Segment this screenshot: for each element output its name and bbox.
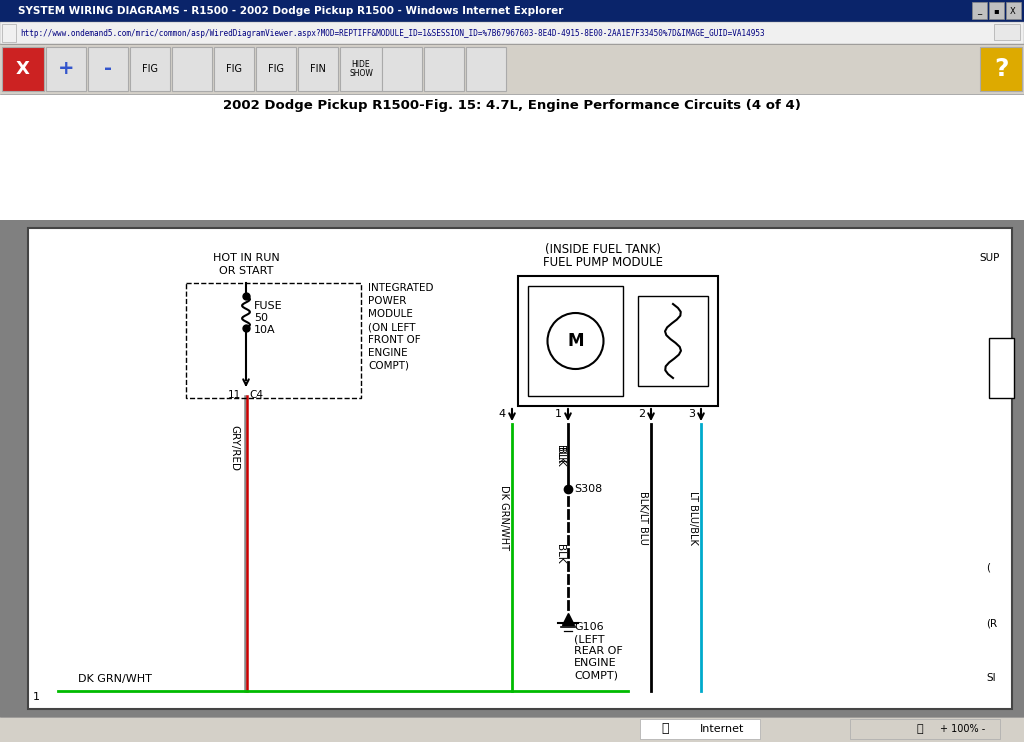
Text: (R: (R [986,618,997,628]
Bar [298,47,338,91]
Text: HOT IN RUN: HOT IN RUN [213,253,280,263]
Text: FUSE: FUSE [254,301,283,311]
Text: (INSIDE FUEL TANK): (INSIDE FUEL TANK) [545,243,660,257]
Bar [88,47,128,91]
Text: 11: 11 [227,390,241,400]
Text: http://www.ondemand5.com/mric/common/asp/WiredDiagramViewer.aspx?MOD=REPTIFF&MOD: http://www.ondemand5.com/mric/common/asp… [20,28,765,38]
Text: GRY/RED: GRY/RED [229,425,239,471]
Text: BLK: BLK [555,444,565,463]
Bar [0,119,1024,220]
Bar [0,717,1024,742]
Bar [466,47,506,91]
Text: +: + [57,59,75,79]
Bar [640,719,760,739]
Text: FIN: FIN [310,64,326,74]
Text: 🌐: 🌐 [662,723,669,735]
Text: 10A: 10A [254,325,275,335]
Bar [850,719,1000,739]
Bar [989,2,1004,19]
Text: FRONT OF: FRONT OF [368,335,421,345]
Text: (ON LEFT: (ON LEFT [368,322,416,332]
Text: S308: S308 [574,484,602,494]
Text: ENGINE: ENGINE [368,348,408,358]
Bar [528,286,623,396]
Text: OR START: OR START [219,266,273,276]
Text: D: D [986,728,994,738]
Bar [2,47,44,91]
Bar [0,94,1024,119]
Text: DK GRN/WHT: DK GRN/WHT [499,485,509,550]
Bar [214,47,254,91]
Text: _: _ [977,7,981,16]
Bar [382,47,422,91]
Text: COMPT): COMPT) [574,670,618,680]
Text: 4: 4 [499,409,506,419]
Bar [256,47,296,91]
Text: 🔍: 🔍 [916,724,924,734]
Text: DK GRN/WHT: DK GRN/WHT [78,674,152,684]
Text: 2002 Dodge Pickup R1500-Fig. 15: 4.7L, Engine Performance Circuits (4 of 4): 2002 Dodge Pickup R1500-Fig. 15: 4.7L, E… [223,99,801,113]
Text: FIG: FIG [142,64,158,74]
Text: Internet: Internet [700,724,744,734]
Text: SUP: SUP [979,253,999,263]
Text: C4: C4 [249,390,263,400]
Text: FIG: FIG [268,64,284,74]
Text: 1: 1 [33,692,40,702]
Text: M: M [567,332,584,350]
Bar [130,47,170,91]
Text: 2: 2 [638,409,645,419]
Bar [0,22,1024,44]
Bar [340,47,382,91]
Text: BLK: BLK [555,447,565,466]
Bar [28,228,1012,709]
Text: SI: SI [986,673,995,683]
Bar [638,296,708,386]
Text: (: ( [986,563,990,573]
Text: BLK/LT BLU: BLK/LT BLU [638,490,648,545]
Bar [0,44,1024,94]
Text: X: X [1010,7,1016,16]
Text: FIG: FIG [226,64,242,74]
Text: -: - [104,59,112,79]
Text: (LEFT: (LEFT [574,634,604,644]
Text: ?: ? [993,57,1009,81]
Text: POWER: POWER [368,296,407,306]
Bar [2,24,16,42]
Text: REAR OF: REAR OF [574,646,623,656]
Text: 50: 50 [254,313,268,323]
Bar [518,276,718,406]
Bar [46,47,86,91]
Text: COMPT): COMPT) [368,361,409,371]
Text: ENGINE: ENGINE [574,658,616,668]
Text: G106: G106 [574,622,603,632]
Text: SYSTEM WIRING DIAGRAMS - R1500 - 2002 Dodge Pickup R1500 - Windows Internet Expl: SYSTEM WIRING DIAGRAMS - R1500 - 2002 Do… [18,6,563,16]
Bar [424,47,464,91]
Text: HIDE
SHOW: HIDE SHOW [349,59,373,79]
Bar [0,0,1024,22]
Text: X: X [16,60,30,78]
Bar [972,2,987,19]
Bar [172,47,212,91]
Text: LT BLU/BLK: LT BLU/BLK [688,490,698,545]
Text: INTEGRATED: INTEGRATED [368,283,433,293]
Text: 1: 1 [555,409,562,419]
Bar [1006,2,1021,19]
Bar [186,283,361,398]
Text: BLK: BLK [555,544,565,564]
Bar [980,47,1022,91]
Bar [994,24,1020,40]
Bar [0,220,1024,717]
Text: ▪: ▪ [993,7,998,16]
Text: FUEL PUMP MODULE: FUEL PUMP MODULE [543,257,663,269]
Text: + 100% -: + 100% - [940,724,985,734]
Text: MODULE: MODULE [368,309,413,319]
Text: 3: 3 [688,409,695,419]
Bar [989,338,1014,398]
